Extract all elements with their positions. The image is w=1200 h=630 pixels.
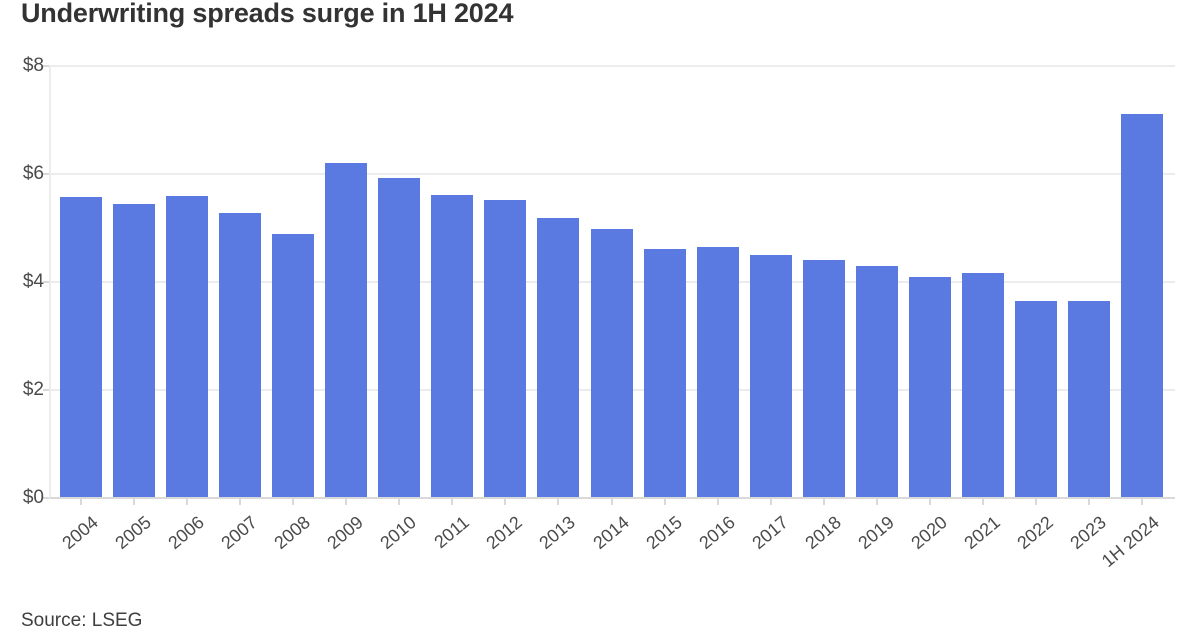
x-axis-tick [875, 499, 878, 505]
bar-2020 [908, 276, 951, 498]
bar-2013 [537, 217, 580, 498]
bar-2012 [484, 199, 527, 498]
bar-2016 [696, 247, 739, 498]
x-axis-tick [928, 499, 931, 505]
x-axis-tick [451, 499, 454, 505]
y-axis-tick [43, 173, 50, 175]
bar-2018 [802, 259, 845, 498]
source-note: Source: LSEG [21, 610, 143, 630]
x-axis-tick [239, 499, 242, 505]
x-axis-tick [398, 499, 401, 505]
bar-2021 [961, 272, 1004, 498]
x-axis-tick [80, 499, 82, 505]
y-tick-label: $8 [22, 55, 44, 76]
x-axis-tick [504, 499, 507, 505]
bar-2005 [113, 203, 156, 498]
bar-2006 [166, 195, 209, 498]
y-gridline [50, 65, 1175, 67]
chart-title: Underwriting spreads surge in 1H 2024 [21, 0, 514, 28]
x-axis-tick [663, 499, 666, 505]
bar-2011 [431, 194, 474, 498]
bar-2010 [378, 177, 421, 498]
bar-2022 [1014, 301, 1057, 498]
y-axis-tick [43, 497, 50, 499]
y-axis-tick [43, 281, 50, 283]
bar-2015 [643, 249, 686, 498]
x-axis-tick [822, 499, 825, 505]
x-axis-tick [610, 499, 613, 505]
x-axis-tick [186, 499, 189, 505]
bar-2023 [1067, 300, 1110, 498]
x-axis-tick [716, 499, 719, 505]
y-tick-label: $4 [22, 271, 44, 292]
x-axis-tick [345, 499, 348, 505]
x-axis-tick [1034, 499, 1037, 505]
bar-2008 [272, 233, 315, 498]
y-tick-label: $0 [22, 487, 44, 508]
bar-1h-2024 [1121, 114, 1163, 498]
x-axis-tick [1141, 499, 1143, 505]
y-axis-line [49, 65, 51, 499]
y-tick-label: $2 [22, 379, 44, 400]
x-axis-tick [557, 499, 560, 505]
bar-2004 [60, 197, 102, 498]
x-axis-tick [133, 499, 136, 505]
x-axis-tick [769, 499, 772, 505]
bar-2017 [749, 255, 792, 498]
x-axis-tick [292, 499, 295, 505]
y-axis-tick [43, 389, 50, 391]
bar-2007 [219, 212, 262, 498]
x-axis-line [50, 497, 1175, 499]
y-axis-tick [43, 65, 50, 67]
x-axis-tick [1087, 499, 1090, 505]
x-axis-tick [981, 499, 984, 505]
y-tick-label: $6 [22, 163, 44, 184]
bar-2009 [325, 162, 368, 498]
bar-2019 [855, 265, 898, 498]
y-gridline [50, 173, 1175, 175]
bar-2014 [590, 228, 633, 498]
